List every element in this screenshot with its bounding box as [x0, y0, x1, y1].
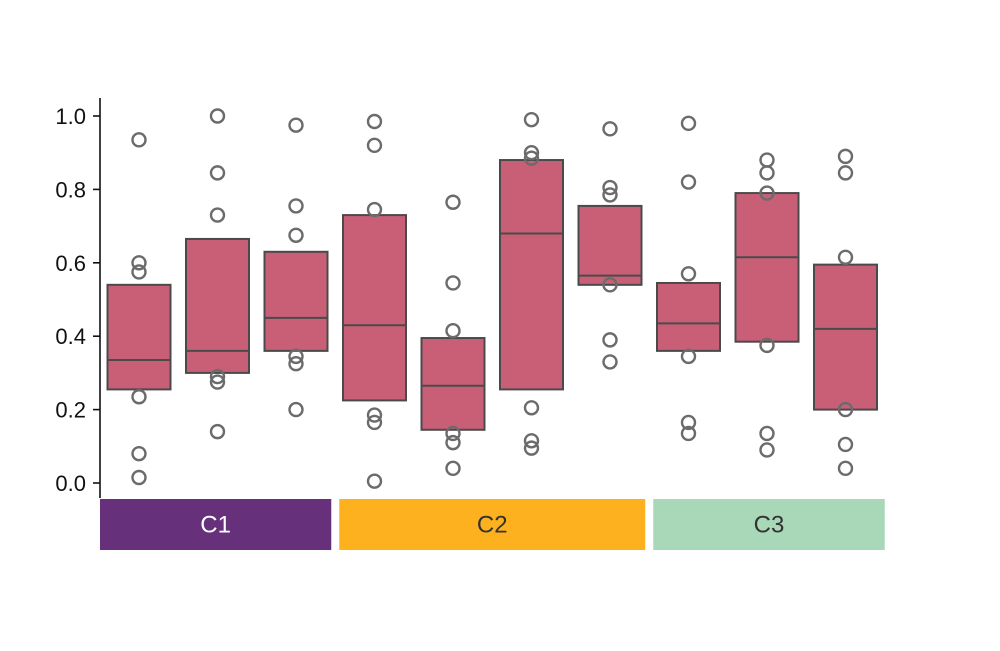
outlier-point	[602, 277, 618, 293]
y-tick-label: 0.8	[55, 177, 86, 202]
box-rect	[263, 250, 329, 352]
outlier-point	[523, 433, 540, 449]
outlier-point	[837, 436, 854, 453]
outlier-point	[680, 348, 697, 365]
outlier-point	[602, 354, 618, 370]
box-rect	[734, 192, 800, 343]
outlier-point	[759, 185, 775, 201]
outlier-point	[131, 389, 147, 405]
box-rect	[813, 263, 878, 411]
box-c1-2	[185, 108, 250, 440]
group-bar-rect	[100, 499, 332, 550]
outlier-point	[131, 445, 147, 462]
outlier-point	[445, 434, 461, 451]
outlier-point	[837, 148, 854, 165]
outlier-point	[602, 187, 618, 203]
outlier-point	[602, 121, 618, 137]
group-label: C2	[477, 512, 508, 539]
box-rect	[577, 204, 643, 286]
outlier-point	[680, 266, 697, 282]
outlier-point	[680, 425, 697, 442]
y-tick-label: 0.0	[55, 471, 86, 496]
outlier-point	[366, 113, 383, 130]
y-tick-label: 0.4	[55, 324, 86, 349]
group-label-bars: C1 C2 C3	[100, 499, 885, 550]
box-c3-1	[656, 115, 721, 442]
outlier-point	[837, 460, 854, 477]
box-c3-3	[813, 148, 878, 477]
box-c3-2	[734, 152, 800, 458]
outlier-point	[445, 194, 461, 210]
group-bar-rect	[653, 499, 885, 550]
group-bar-c1: C1	[100, 499, 332, 550]
outlier-point	[445, 275, 461, 291]
outlier-point	[366, 473, 383, 489]
outlier-point	[837, 165, 854, 181]
plot-area	[106, 108, 878, 489]
box-c2-2	[420, 194, 486, 477]
outlier-point	[209, 423, 226, 440]
box-rect	[185, 237, 250, 374]
outlier-point	[759, 442, 775, 458]
y-tick-label: 1.0	[55, 104, 86, 129]
outlier-point	[445, 425, 461, 442]
y-tick-label: 0.2	[55, 398, 86, 423]
outlier-point	[680, 115, 697, 132]
group-bar-rect	[339, 499, 646, 550]
outlier-point	[366, 201, 383, 218]
group-label: C3	[754, 512, 785, 539]
box-c2-3	[499, 111, 564, 456]
box-c1-1	[106, 132, 172, 486]
box-c2-1	[342, 113, 407, 489]
outlier-point	[759, 165, 775, 181]
outlier-point	[366, 414, 383, 431]
outlier-point	[523, 111, 540, 128]
outlier-point	[209, 207, 226, 223]
outlier-point	[759, 337, 775, 354]
outlier-point	[445, 460, 461, 477]
outlier-point	[131, 132, 147, 148]
outlier-point	[288, 117, 304, 133]
outlier-point	[209, 374, 226, 390]
box-c1-3	[263, 117, 329, 418]
outlier-point	[445, 322, 461, 339]
outlier-point	[602, 332, 618, 348]
outlier-point	[209, 165, 226, 181]
outlier-point	[366, 137, 383, 154]
outlier-point	[837, 249, 854, 265]
outlier-point	[680, 414, 697, 431]
group-bar-c3: C3	[653, 499, 885, 550]
outlier-point	[523, 144, 540, 161]
outlier-point	[759, 425, 775, 442]
box-rect	[499, 159, 564, 391]
group-label: C1	[200, 512, 231, 539]
y-tick-label: 0.6	[55, 251, 86, 276]
outlier-point	[131, 264, 147, 280]
outlier-point	[602, 179, 618, 196]
box-c2-4	[577, 121, 643, 370]
outlier-point	[288, 401, 304, 418]
box-rect	[106, 283, 172, 391]
y-axis: 0.0 0.2 0.4 0.6 0.8 1.0	[55, 98, 101, 498]
outlier-point	[209, 108, 226, 124]
outlier-point	[288, 227, 304, 243]
outlier-point	[759, 152, 775, 168]
outlier-point	[288, 348, 304, 365]
outlier-point	[523, 440, 540, 456]
outlier-point	[837, 401, 854, 418]
group-bar-c2: C2	[339, 499, 646, 550]
box-rect	[656, 281, 721, 352]
outlier-point	[131, 469, 147, 486]
outlier-point	[366, 407, 383, 423]
box-rect	[342, 214, 407, 402]
outlier-point	[131, 255, 147, 271]
box-rect	[420, 337, 486, 431]
outlier-point	[288, 198, 304, 214]
outlier-point	[523, 400, 540, 416]
outlier-point	[209, 368, 226, 385]
outlier-point	[523, 150, 540, 166]
outlier-point	[680, 174, 697, 190]
outlier-point	[288, 356, 304, 372]
